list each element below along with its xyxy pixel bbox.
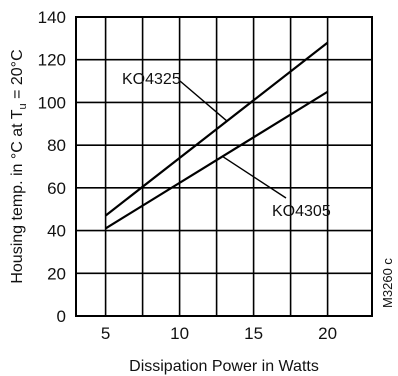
y-tick-label: 0 [57, 307, 66, 326]
annotation-label: KO4305 [272, 203, 331, 220]
y-tick-labels: 0 20 40 60 80 100 120 140 [38, 8, 66, 326]
series-line [104, 41, 329, 217]
plot-frame [75, 16, 373, 317]
x-tick-label: 20 [318, 324, 337, 343]
y-tick-label: 20 [47, 264, 66, 283]
annotation-leader [179, 80, 228, 122]
x-axis-label: Dissipation Power in Watts [129, 358, 319, 375]
x-tick-labels: 5 10 15 20 [101, 324, 337, 343]
x-tick-label: 10 [170, 324, 189, 343]
x-tick-label: 15 [244, 324, 263, 343]
annotation-label: KO4325 [122, 71, 181, 88]
series-line [105, 90, 329, 230]
y-axis-label-rest: = 20°C [9, 49, 26, 103]
y-axis-label: Housing temp. in °C at Tu = 20°C [9, 49, 29, 283]
annotations: KO4325 KO4305 [122, 71, 331, 220]
series-lines [104, 41, 329, 230]
y-tick-label: 100 [38, 93, 66, 112]
y-axis-label-subscript: u [17, 103, 29, 109]
y-tick-label: 60 [47, 179, 66, 198]
y-tick-label: 40 [47, 222, 66, 241]
figure-code: M3260 c [380, 258, 395, 308]
annotation-leader [222, 155, 287, 199]
grid [76, 16, 372, 317]
x-tick-label: 5 [101, 324, 110, 343]
y-tick-label: 120 [38, 51, 66, 70]
y-tick-label: 140 [38, 8, 66, 27]
y-axis-label-main: Housing temp. in °C at T [9, 109, 26, 283]
y-tick-label: 80 [47, 136, 66, 155]
